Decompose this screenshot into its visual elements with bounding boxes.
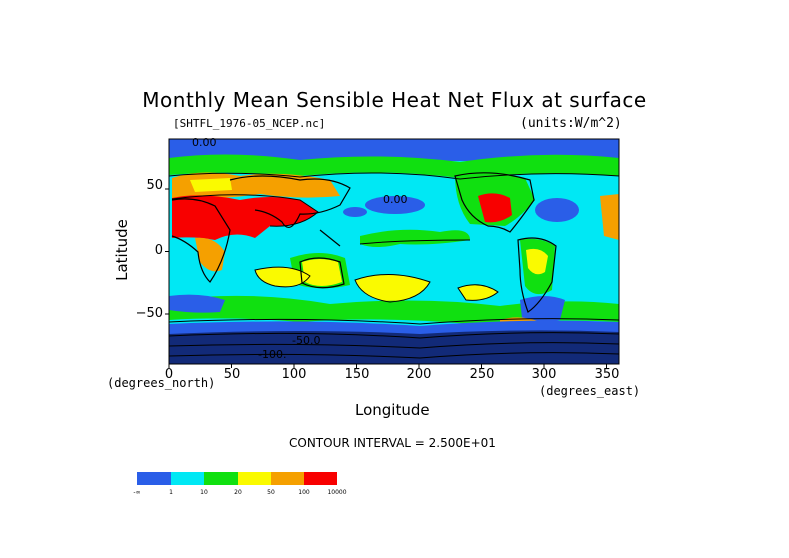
x-tick-label: 300	[531, 367, 557, 382]
south-pacific-yellow	[355, 274, 430, 302]
contour-label: -50.0	[292, 334, 321, 347]
contour-label: 0.00	[192, 136, 217, 149]
x-tick-label: 0	[164, 367, 174, 382]
legend-swatch-blue	[137, 472, 171, 485]
units-label: (units:W/m^2)	[520, 116, 622, 131]
legend-label: 10000	[327, 489, 347, 496]
contour-lines	[169, 172, 619, 359]
y-tick-label: −50	[135, 306, 163, 321]
contour-interval-note: CONTOUR INTERVAL = 2.500E+01	[289, 436, 496, 450]
legend-swatch-orange	[271, 472, 304, 485]
contour-label: 0.00	[383, 193, 408, 206]
arctic-band	[169, 139, 619, 161]
east-edge-warm	[600, 194, 619, 240]
north-atlantic-blue	[535, 198, 579, 222]
contour-label: -100.	[258, 348, 287, 361]
x-axis-unit: (degrees_east)	[539, 384, 641, 398]
map-field	[169, 139, 619, 364]
axis-tick-marks	[165, 188, 607, 368]
y-tick-label: 50	[146, 178, 163, 193]
south-america-yellow	[526, 248, 548, 275]
x-tick-label: 100	[281, 367, 307, 382]
south-indian-yellow	[255, 267, 310, 287]
north-america-hot	[478, 193, 512, 223]
legend-swatch-red	[304, 472, 337, 485]
legend-swatch-yellow	[238, 472, 271, 485]
y-axis-unit: (degrees_north)	[107, 376, 216, 390]
x-tick-label: 350	[594, 367, 620, 382]
legend-label: 100	[298, 489, 310, 496]
x-tick-label: 50	[223, 367, 241, 382]
legend-label: 50	[267, 489, 275, 496]
southern-blue-west	[169, 294, 225, 313]
southern-blue-east	[520, 296, 565, 323]
south-pacific-yellow-east	[458, 284, 498, 301]
color-legend	[137, 472, 337, 485]
legend-label: -∞	[133, 489, 141, 496]
file-name-label: [SHTFL_1976-05_NCEP.nc]	[173, 117, 326, 130]
west-pacific-blue	[343, 207, 367, 217]
coastlines	[171, 172, 557, 313]
north-africa-asia-hot	[172, 195, 318, 240]
tropical-green	[360, 229, 470, 247]
australia-yellow	[302, 259, 342, 286]
legend-label: 20	[234, 489, 242, 496]
legend-label: 1	[169, 489, 173, 496]
southern-ocean-green	[169, 295, 619, 324]
y-axis-label: Latitude	[113, 219, 131, 281]
x-axis-label: Longitude	[355, 401, 430, 419]
x-tick-label: 150	[344, 367, 370, 382]
antarctic-margin	[169, 320, 619, 334]
africa-warm	[195, 237, 225, 272]
legend-swatch-cyan	[171, 472, 204, 485]
eurasia-yellow	[190, 178, 232, 192]
legend-label: 10	[200, 489, 208, 496]
legend-swatch-green	[204, 472, 238, 485]
north-green-band	[169, 154, 619, 178]
figure-title: Monthly Mean Sensible Heat Net Flux at s…	[142, 88, 647, 112]
north-pacific-blue	[365, 196, 425, 214]
y-tick-label: 0	[154, 243, 163, 258]
x-tick-label: 250	[469, 367, 495, 382]
x-tick-label: 200	[406, 367, 432, 382]
